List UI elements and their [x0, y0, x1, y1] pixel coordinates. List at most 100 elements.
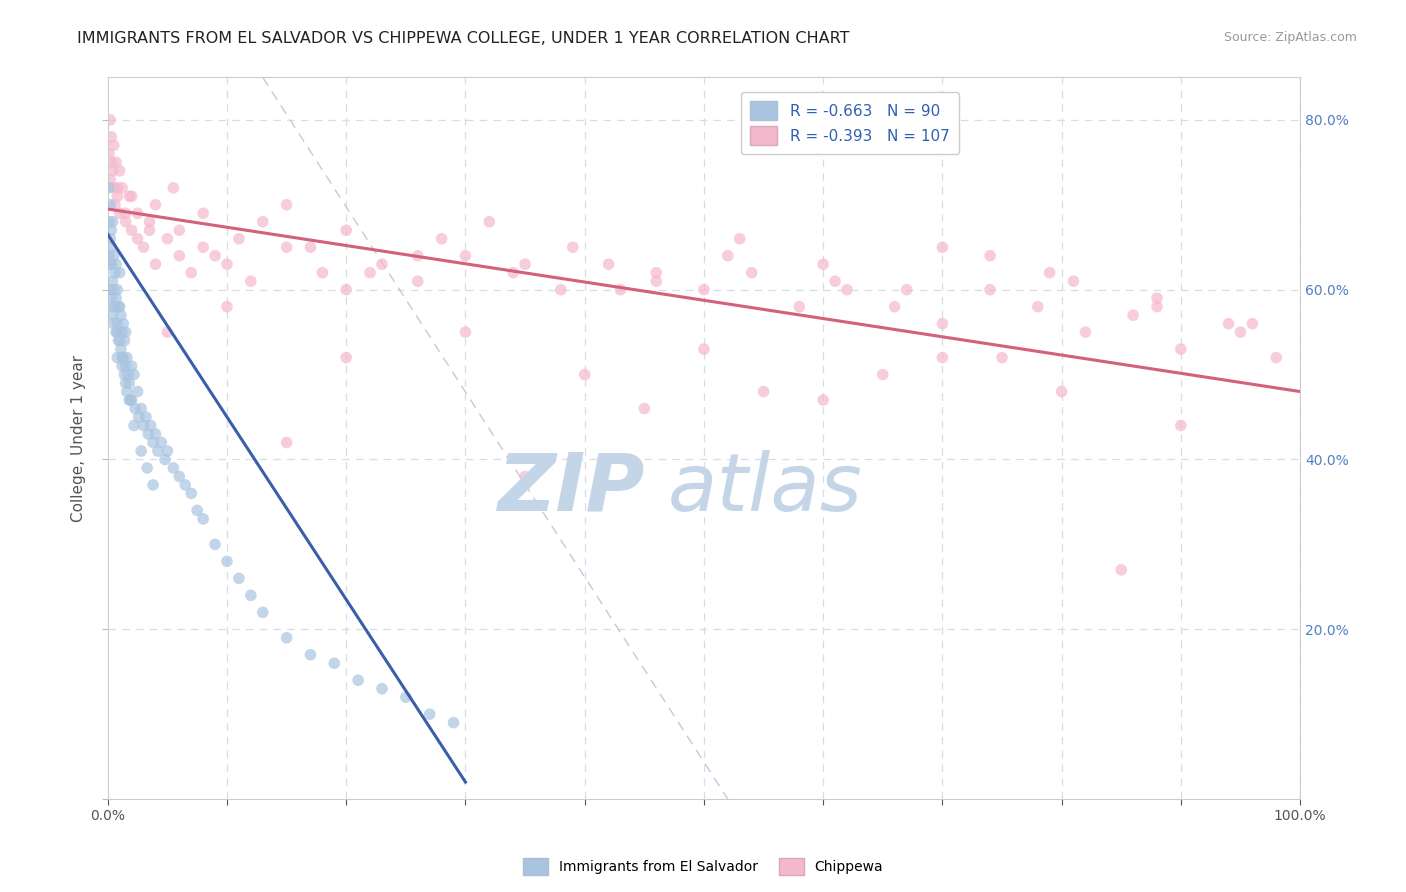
Point: [228, 232, 250, 246]
Point: [789, 300, 811, 314]
Point: [824, 274, 846, 288]
Point: [145, 257, 167, 271]
Point: [550, 283, 572, 297]
Point: [101, 215, 124, 229]
Point: [122, 418, 145, 433]
Point: [931, 317, 953, 331]
Point: [191, 206, 214, 220]
Point: [406, 274, 429, 288]
Point: [883, 300, 905, 314]
Point: [191, 512, 214, 526]
Point: [454, 249, 477, 263]
Point: [717, 249, 740, 263]
Point: [118, 392, 141, 407]
Point: [299, 240, 322, 254]
Point: [169, 223, 191, 237]
Point: [129, 444, 152, 458]
Point: [105, 283, 128, 297]
Point: [114, 376, 136, 390]
Point: [150, 435, 173, 450]
Point: [1241, 317, 1264, 331]
Point: [107, 300, 129, 314]
Point: [347, 673, 370, 688]
Point: [156, 444, 179, 458]
Point: [111, 351, 134, 365]
Point: [139, 418, 162, 433]
Point: [100, 240, 122, 254]
Point: [1170, 418, 1192, 433]
Point: [105, 155, 128, 169]
Point: [98, 172, 121, 186]
Point: [931, 240, 953, 254]
Point: [156, 232, 179, 246]
Point: [1050, 384, 1073, 399]
Text: ZIP: ZIP: [496, 450, 644, 528]
Point: [633, 401, 655, 416]
Point: [105, 325, 128, 339]
Point: [1146, 300, 1168, 314]
Point: [239, 274, 262, 288]
Point: [502, 266, 524, 280]
Point: [101, 274, 124, 288]
Point: [204, 537, 226, 551]
Point: [122, 368, 145, 382]
Point: [741, 266, 763, 280]
Point: [132, 418, 155, 433]
Point: [228, 571, 250, 585]
Point: [107, 334, 129, 348]
Point: [114, 206, 136, 220]
Point: [191, 240, 214, 254]
Text: atlas: atlas: [668, 450, 863, 528]
Point: [811, 257, 834, 271]
Point: [1218, 317, 1240, 331]
Text: Source: ZipAtlas.com: Source: ZipAtlas.com: [1223, 31, 1357, 45]
Point: [100, 223, 122, 237]
Point: [215, 257, 238, 271]
Point: [105, 181, 128, 195]
Point: [104, 198, 127, 212]
Point: [598, 257, 620, 271]
Point: [752, 384, 775, 399]
Point: [114, 359, 136, 373]
Point: [136, 427, 159, 442]
Point: [1122, 308, 1144, 322]
Point: [103, 181, 125, 195]
Point: [103, 317, 125, 331]
Point: [1146, 291, 1168, 305]
Point: [693, 342, 716, 356]
Point: [114, 368, 136, 382]
Point: [1026, 300, 1049, 314]
Point: [132, 240, 155, 254]
Point: [156, 325, 179, 339]
Point: [98, 198, 121, 212]
Point: [100, 291, 122, 305]
Point: [118, 189, 141, 203]
Point: [430, 232, 453, 246]
Point: [979, 249, 1001, 263]
Point: [118, 376, 141, 390]
Point: [299, 648, 322, 662]
Point: [111, 359, 134, 373]
Point: [252, 605, 274, 619]
Point: [142, 435, 165, 450]
Point: [138, 215, 160, 229]
Point: [395, 690, 418, 705]
Point: [215, 300, 238, 314]
Point: [114, 334, 136, 348]
Point: [103, 283, 125, 297]
Point: [153, 452, 176, 467]
Point: [169, 249, 191, 263]
Point: [110, 342, 132, 356]
Point: [574, 368, 596, 382]
Point: [97, 215, 120, 229]
Legend: R = -0.663   N = 90, R = -0.393   N = 107: R = -0.663 N = 90, R = -0.393 N = 107: [741, 92, 959, 154]
Point: [105, 291, 128, 305]
Point: [105, 325, 128, 339]
Point: [112, 317, 135, 331]
Point: [645, 266, 668, 280]
Point: [127, 232, 149, 246]
Point: [108, 164, 131, 178]
Point: [1229, 325, 1251, 339]
Point: [728, 232, 751, 246]
Point: [359, 266, 381, 280]
